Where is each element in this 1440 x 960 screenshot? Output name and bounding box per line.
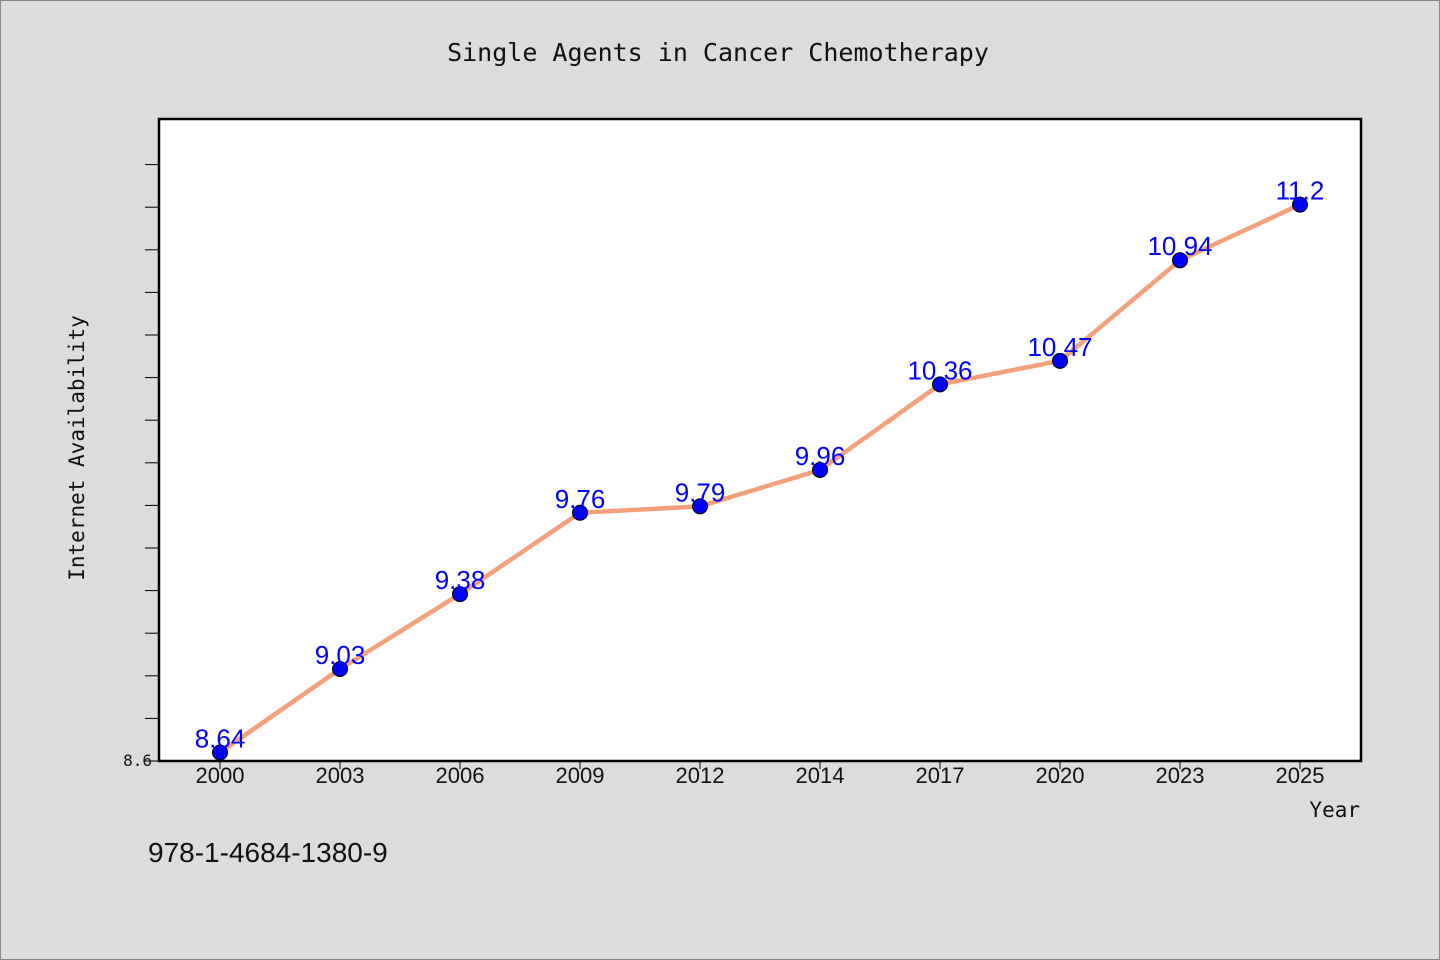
chart-title: Single Agents in Cancer Chemotherapy bbox=[447, 38, 989, 67]
x-axis-label: Year bbox=[1309, 798, 1360, 822]
data-label: 10.36 bbox=[907, 355, 972, 385]
data-point bbox=[212, 744, 228, 761]
data-point bbox=[572, 504, 588, 521]
data-point bbox=[812, 461, 828, 478]
data-point bbox=[1292, 196, 1308, 213]
x-tick-label: 2025 bbox=[1276, 763, 1325, 788]
x-tick-label: 2023 bbox=[1156, 763, 1205, 788]
y-axis-label: Internet Availability bbox=[65, 315, 89, 581]
data-point bbox=[452, 586, 468, 603]
isbn-text: 978-1-4684-1380-9 bbox=[148, 837, 388, 868]
data-point bbox=[332, 660, 348, 677]
x-tick-label: 2003 bbox=[316, 763, 365, 788]
x-tick-label: 2017 bbox=[916, 763, 965, 788]
y-axis-ticks bbox=[145, 164, 159, 762]
x-tick-label: 2006 bbox=[436, 763, 485, 788]
data-label: 10.94 bbox=[1147, 231, 1212, 261]
series-group: 8.64 9.03 9.38 9.76 9.79 9.96 10.36 10.47 10.94 1… bbox=[195, 176, 1325, 761]
data-point bbox=[692, 498, 708, 515]
series-line bbox=[217, 202, 1303, 755]
data-point bbox=[932, 376, 948, 393]
x-tick-label: 2009 bbox=[556, 763, 605, 788]
data-label: 11.2 bbox=[1276, 176, 1325, 206]
data-point bbox=[1172, 252, 1188, 269]
plot-area bbox=[157, 117, 1363, 763]
data-label: 9.03 bbox=[315, 640, 366, 670]
data-label: 10.47 bbox=[1027, 332, 1092, 362]
data-label: 8.64 bbox=[195, 723, 246, 753]
x-axis-ticks: 2000 2003 2006 2009 2012 2014 2017 2020 2023 2025 bbox=[196, 761, 1325, 788]
data-point bbox=[1052, 352, 1068, 369]
data-label: 9.96 bbox=[795, 441, 846, 471]
x-tick-label: 2020 bbox=[1036, 763, 1085, 788]
x-tick-label: 2000 bbox=[196, 763, 245, 788]
x-tick-label: 2014 bbox=[796, 763, 845, 788]
y-tick-label: 8.6 bbox=[123, 751, 152, 770]
data-label: 9.79 bbox=[675, 477, 726, 507]
data-label: 9.38 bbox=[435, 565, 486, 595]
data-label: 9.76 bbox=[555, 484, 606, 514]
x-tick-label: 2012 bbox=[676, 763, 725, 788]
